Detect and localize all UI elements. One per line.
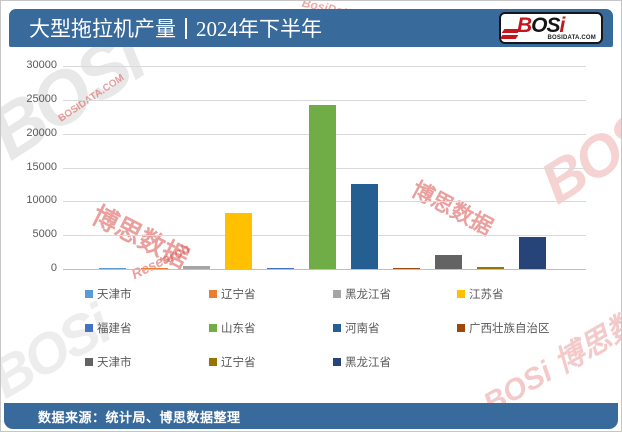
logo-domain-text: BOSIDATA.COM	[547, 35, 596, 41]
y-tick-label: 30000	[26, 59, 57, 71]
legend-label: 辽宁省	[221, 357, 256, 369]
bar-天津市	[435, 254, 462, 269]
bar-江苏省	[225, 212, 252, 269]
legend-label: 黑龙江省	[345, 357, 391, 369]
legend-label: 江苏省	[469, 289, 504, 301]
legend-label: 福建省	[97, 323, 132, 335]
page-title: 大型拖拉机产量 2024年下半年	[29, 13, 322, 43]
legend-item: 天津市	[85, 354, 209, 370]
y-tick-label: 10000	[26, 194, 57, 207]
legend-swatch-icon	[209, 290, 217, 298]
data-source-text: 数据来源：统计局、博思数据整理	[38, 409, 241, 425]
legend-label: 山东省	[221, 323, 256, 335]
title-period: 2024年下半年	[196, 17, 322, 41]
bar-河南省	[351, 184, 378, 269]
legend-item: 福建省	[85, 320, 209, 336]
legend-item: 河南省	[333, 320, 457, 336]
legend-swatch-icon	[333, 358, 341, 366]
bosi-logo[interactable]: BOSi BOSIDATA.COM	[499, 12, 603, 44]
legend-item: 天津市	[85, 286, 209, 302]
bar-黑龙江省	[519, 236, 546, 269]
legend-swatch-icon	[209, 324, 217, 332]
legend-label: 天津市	[97, 289, 132, 301]
legend-swatch-icon	[209, 358, 217, 366]
legend-label: 河南省	[345, 323, 380, 335]
footer-bar: 数据来源：统计局、博思数据整理	[4, 403, 618, 429]
legend-item: 黑龙江省	[333, 286, 457, 302]
legend-swatch-icon	[85, 324, 93, 332]
legend-swatch-icon	[333, 324, 341, 332]
legend-item: 辽宁省	[209, 286, 333, 302]
gridline	[63, 269, 586, 270]
y-tick-label: 20000	[26, 126, 57, 139]
legend-swatch-icon	[457, 324, 465, 332]
logo-wordmark: BOSi	[517, 14, 565, 37]
y-tick-label: 5000	[32, 228, 57, 241]
legend-swatch-icon	[457, 290, 465, 298]
header-bar: 大型拖拉机产量 2024年下半年 BOSi BOSIDATA.COM	[9, 9, 613, 47]
y-tick-label: 15000	[26, 160, 57, 173]
legend-item: 黑龙江省	[333, 354, 457, 370]
legend-swatch-icon	[85, 358, 93, 366]
logo-stripe-icon	[501, 35, 519, 39]
y-tick-label: 0	[50, 262, 57, 274]
legend-label: 黑龙江省	[345, 289, 391, 301]
legend: 天津市 辽宁省 黑龙江省 江苏省 福建省 山东省 河南省 广西壮族自治区 天津市 辽宁省 黑龙江省	[85, 286, 577, 370]
gridline	[63, 99, 586, 101]
y-tick-label: 25000	[26, 92, 57, 105]
gridline	[63, 66, 586, 67]
bar-山东省	[309, 104, 336, 269]
legend-item: 江苏省	[457, 286, 577, 302]
legend-item: 山东省	[209, 320, 333, 336]
legend-swatch-icon	[85, 290, 93, 298]
bar-辽宁省	[477, 267, 504, 269]
title-main: 大型拖拉机产量	[29, 17, 176, 41]
bar-福建省	[267, 267, 294, 269]
bar-黑龙江省	[183, 265, 210, 269]
bar-广西壮族自治区	[393, 267, 420, 269]
legend-label: 天津市	[97, 357, 132, 369]
title-divider	[185, 17, 187, 39]
plot-area	[63, 66, 586, 270]
legend-item: 辽宁省	[209, 354, 333, 370]
bar-天津市	[99, 267, 126, 269]
legend-swatch-icon	[333, 290, 341, 298]
legend-label: 辽宁省	[221, 289, 256, 301]
legend-label: 广西壮族自治区	[469, 323, 550, 335]
legend-item: 广西壮族自治区	[457, 320, 577, 336]
bar-辽宁省	[141, 267, 168, 269]
